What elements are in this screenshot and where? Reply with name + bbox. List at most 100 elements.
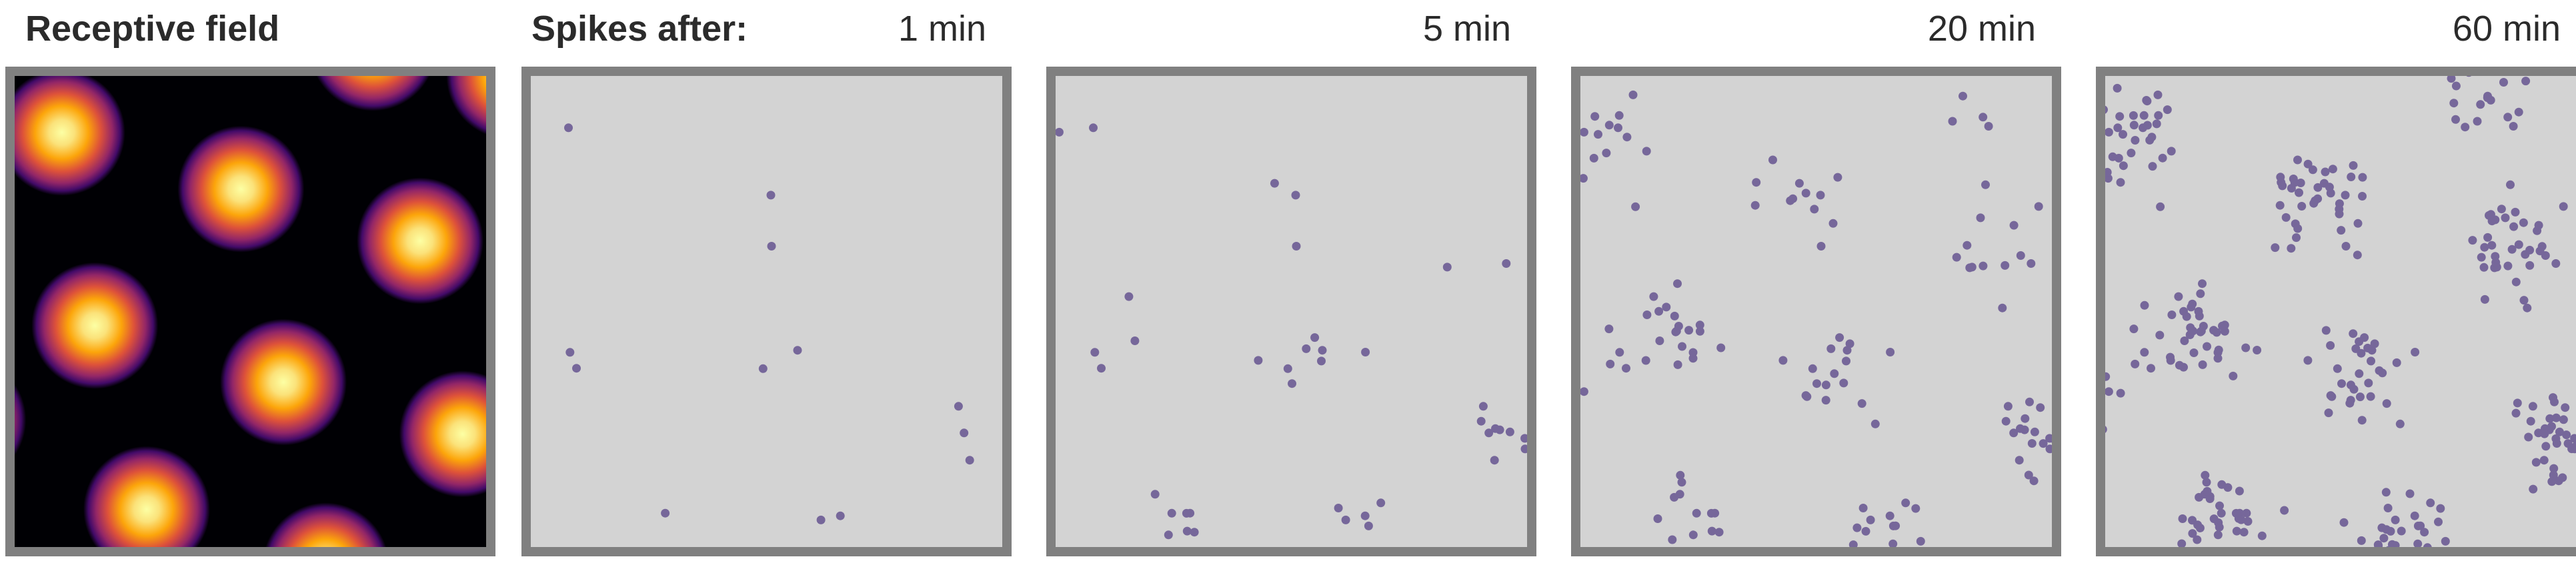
spike-point [2155,330,2165,340]
spike-point [2198,360,2207,369]
spike-point [2108,152,2117,161]
spike-point [2009,428,2019,438]
spike-point [2451,81,2461,91]
spike-point [2218,321,2227,330]
spike-point [564,123,573,133]
spike-point [1662,302,1671,312]
spike-point [1695,326,1704,336]
spike-point [2199,322,2208,330]
spike-point [1888,539,1898,547]
spike-point [1886,348,1895,356]
spike-point [1673,360,1682,369]
spike-point [2570,434,2576,443]
spike-point [954,402,963,411]
spike-point [2309,199,2319,208]
spike-point [2355,369,2364,378]
spike-point [2188,529,2197,538]
spike-point [2045,444,2052,454]
spike-point [2030,427,2039,436]
spike-point [2196,289,2205,298]
spike-point [1984,122,1993,131]
spike-point [1845,339,1854,348]
spike-point [1097,364,1106,373]
spike-point [1794,179,1804,188]
spike-point [2382,525,2391,534]
spike-point [1124,292,1134,301]
spike-point [2139,111,2149,120]
spike-point [2375,366,2384,375]
spike-point [2326,391,2335,400]
spike-point [2189,348,2199,357]
spike-point [2551,413,2561,422]
spike-point [2364,378,2373,388]
spike-point [1812,379,1821,388]
spike-point [2116,388,2125,398]
spike-point [2001,261,2010,270]
spike-point [2235,486,2244,496]
receptive-field-blob [31,262,159,389]
spike-point [2328,165,2337,174]
spike-point [1182,508,1191,518]
spike-point [2143,121,2152,130]
receptive-field-blob [316,76,430,111]
spike-point [2178,514,2187,523]
spike-point [2349,329,2358,338]
spike-point [758,364,768,373]
panel-frame [521,67,1012,556]
spike-point [2243,517,2253,526]
spike-point [1292,242,1301,251]
spike-point [1341,515,1350,524]
spike-point [1283,364,1292,373]
spike-point [2335,209,2344,219]
spike-point [1750,201,1760,210]
spike-point [1670,492,1679,502]
spike-point [1692,508,1701,518]
spike-point [1089,123,1098,133]
receptive-field-blob [15,383,27,456]
spike-point [1150,490,1160,499]
spike-point [2451,115,2460,124]
spike-point [2513,398,2522,408]
spike-point [1901,498,1910,508]
spike-point [2163,105,2172,115]
spike-point [2468,236,2477,245]
spike-point [2355,337,2364,346]
receptive-field-blob [265,502,387,547]
spike-point [2357,348,2366,358]
spike-point [1810,205,1819,214]
spike-point [2129,121,2139,130]
spike-point [2105,372,2111,381]
spike-point [1716,343,1726,352]
spike-point [2257,531,2267,540]
spike-point [2324,408,2333,418]
spike-point [2321,326,2331,335]
spike-point [2193,535,2202,544]
spike-point [565,348,575,357]
spike-point [2232,526,2241,536]
spike-point [1602,149,1611,158]
spike-point [2506,180,2515,189]
spike-point [2549,470,2558,480]
spike-point [2567,444,2576,454]
spike-point [1580,387,1588,396]
spike-point [2353,251,2362,260]
spike-point [1606,359,1615,368]
spike-point [2374,541,2383,547]
spike-point [1852,523,1862,532]
spike-point [2547,422,2556,431]
spike-point [1641,356,1650,365]
spike-point [1835,333,1844,342]
spike-point [2113,83,2122,93]
spike-point [1628,90,1638,99]
spike-point [2551,259,2561,268]
spike-point [1998,303,2007,312]
spike-point [1981,180,1990,189]
spike-point [2514,107,2523,117]
spike-point [2383,504,2393,512]
spike-point [2001,416,2011,426]
time-label-60min: 60 min [2452,9,2561,49]
spike-point [2333,364,2342,373]
spike-point [1786,196,1795,205]
spike-point [1254,356,1263,365]
spike-point [1678,342,1686,351]
